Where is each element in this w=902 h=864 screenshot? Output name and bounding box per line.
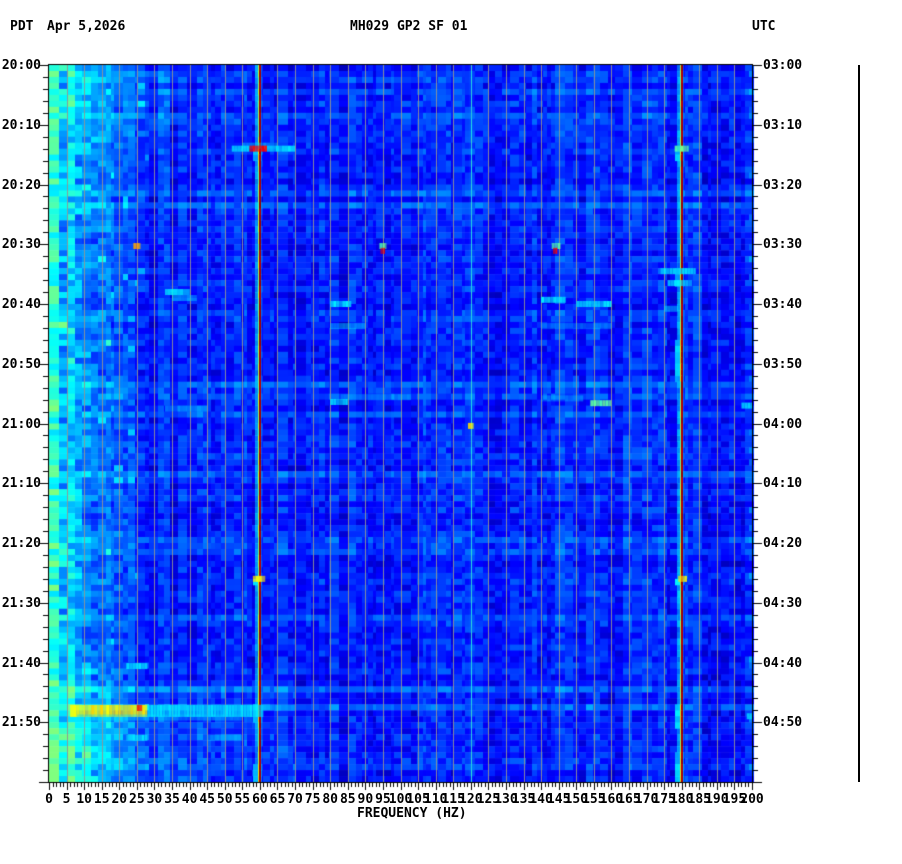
freq-tick-label: 40	[181, 792, 198, 807]
left-time-tick-label: 20:40	[1, 297, 41, 312]
freq-tick-label: 80	[322, 792, 339, 807]
freq-tick-label: 190	[705, 792, 729, 807]
freq-tick-label: 120	[459, 792, 483, 807]
right-time-tick-label: 03:00	[763, 58, 803, 73]
freq-tick-label: 50	[216, 792, 233, 807]
freq-tick-label: 130	[494, 792, 518, 807]
freq-tick-label: 45	[199, 792, 215, 807]
right-time-tick-label: 03:40	[763, 297, 803, 312]
freq-tick-label: 105	[406, 792, 430, 807]
freq-tick-label: 55	[234, 792, 251, 807]
freq-tick-label: 185	[687, 792, 711, 807]
freq-tick-label: 170	[634, 792, 659, 807]
right-time-tick-label: 03:30	[763, 237, 803, 253]
freq-tick-label: 95	[375, 792, 391, 807]
left-time-tick-label: 21:30	[1, 595, 41, 611]
left-time-tick-label: 21:50	[1, 715, 41, 731]
left-time-tick-label: 21:20	[1, 536, 41, 551]
right-time-tick-label: 04:20	[763, 536, 803, 551]
left-time-tick-label: 20:20	[1, 177, 41, 193]
right-scale-bar	[858, 65, 860, 782]
right-time-tick-label: 03:10	[763, 117, 803, 133]
freq-tick-label: 165	[617, 792, 641, 807]
left-time-tick-label: 21:00	[1, 416, 41, 432]
right-time-tick-label: 04:40	[763, 655, 803, 671]
freq-tick-label: 20	[111, 792, 128, 807]
freq-tick-label: 15	[93, 792, 110, 807]
left-time-tick-label: 21:40	[1, 655, 41, 671]
freq-tick-label: 35	[164, 792, 180, 807]
freq-tick-label: 65	[269, 792, 286, 807]
left-time-tick-label: 20:10	[1, 117, 41, 133]
timezone-left-label: PDT	[10, 19, 34, 34]
station-title: MH029 GP2 SF 01	[350, 19, 468, 34]
left-time-tick-label: 20:00	[1, 58, 41, 73]
freq-tick-label: 10	[76, 792, 92, 807]
right-time-tick-label: 03:50	[763, 356, 803, 372]
freq-tick-label: 85	[339, 792, 356, 807]
timezone-right-label: UTC	[752, 19, 776, 34]
freq-tick-label: 140	[529, 792, 553, 807]
freq-tick-label: 200	[740, 792, 764, 807]
right-time-tick-label: 04:00	[763, 416, 803, 432]
left-time-tick-label: 21:10	[1, 476, 41, 492]
freq-tick-label: 75	[304, 792, 321, 807]
freq-tick-label: 90	[357, 792, 374, 807]
freq-tick-label: 100	[388, 792, 413, 807]
frequency-axis-title: FREQUENCY (HZ)	[357, 806, 467, 821]
date-label: Apr 5,2026	[47, 19, 126, 34]
freq-tick-label: 5	[62, 792, 71, 807]
freq-tick-label: 60	[252, 792, 268, 807]
freq-tick-label: 175	[652, 792, 676, 807]
freq-tick-label: 115	[441, 792, 465, 807]
right-time-tick-label: 03:20	[763, 177, 803, 193]
right-time-tick-label: 04:10	[763, 476, 803, 492]
freq-tick-label: 125	[476, 792, 501, 807]
freq-tick-label: 145	[546, 792, 571, 807]
freq-tick-label: 135	[511, 792, 536, 807]
freq-tick-label: 195	[722, 792, 747, 807]
freq-tick-label: 155	[582, 792, 606, 807]
freq-tick-label: 25	[129, 792, 145, 807]
freq-tick-label: 30	[146, 792, 163, 807]
left-time-tick-label: 20:30	[1, 237, 41, 253]
left-time-tick-label: 20:50	[1, 356, 41, 372]
freq-tick-label: 150	[564, 792, 588, 807]
freq-tick-label: 160	[599, 792, 624, 807]
right-time-tick-label: 04:30	[763, 595, 803, 611]
freq-tick-label: 180	[669, 792, 694, 807]
freq-tick-label: 0	[45, 792, 53, 807]
freq-tick-label: 110	[423, 792, 448, 807]
right-time-tick-label: 04:50	[763, 715, 803, 731]
freq-tick-label: 70	[287, 792, 303, 807]
